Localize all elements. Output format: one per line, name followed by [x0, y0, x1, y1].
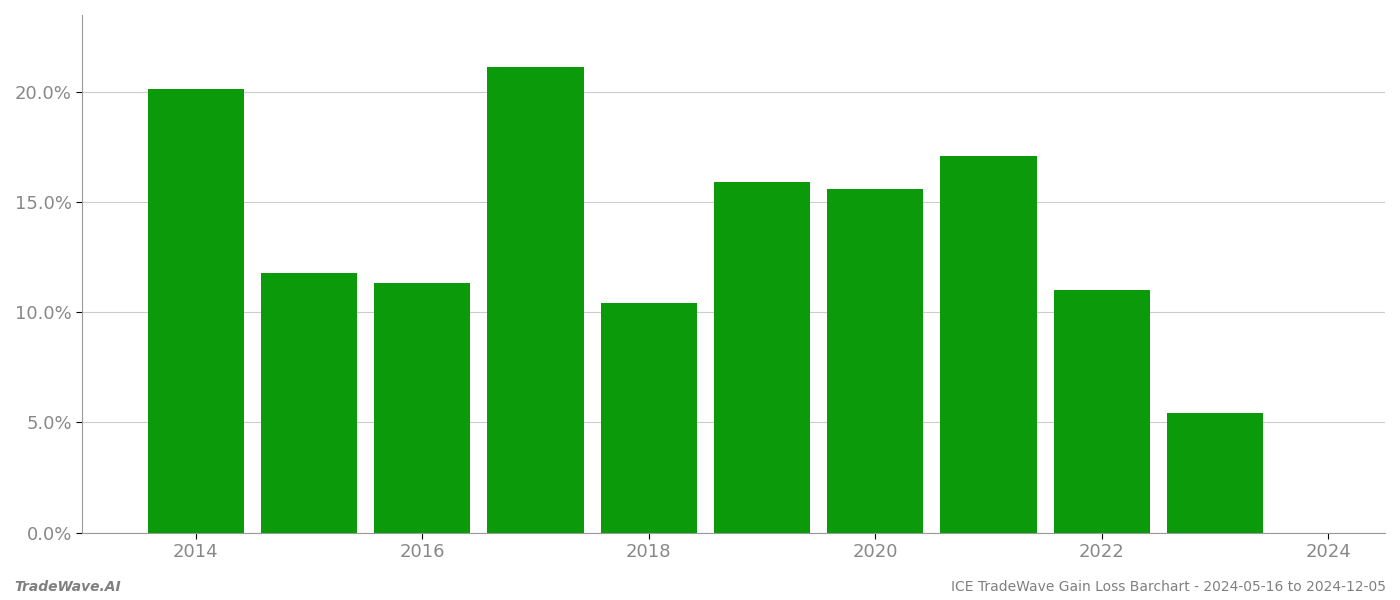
Bar: [374, 283, 470, 533]
Text: TradeWave.AI: TradeWave.AI: [14, 580, 120, 594]
Text: ICE TradeWave Gain Loss Barchart - 2024-05-16 to 2024-12-05: ICE TradeWave Gain Loss Barchart - 2024-…: [951, 580, 1386, 594]
Bar: [714, 182, 811, 533]
Bar: [1168, 413, 1263, 533]
Bar: [827, 190, 924, 533]
Bar: [260, 273, 357, 533]
Bar: [941, 155, 1037, 533]
Bar: [1054, 290, 1149, 533]
Bar: [601, 303, 697, 533]
Bar: [487, 67, 584, 533]
Bar: [147, 89, 244, 533]
